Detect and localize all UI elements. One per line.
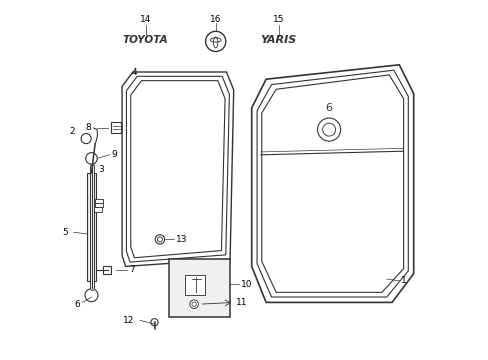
Bar [111, 122, 121, 133]
Circle shape [157, 237, 162, 242]
Circle shape [155, 235, 164, 244]
Text: 2: 2 [69, 127, 74, 136]
Circle shape [192, 302, 196, 306]
Text: 6: 6 [74, 300, 80, 309]
Text: 11: 11 [235, 298, 246, 307]
Bar [87, 173, 96, 281]
Circle shape [317, 118, 340, 141]
Circle shape [189, 300, 198, 309]
Circle shape [205, 31, 225, 51]
Text: 8: 8 [85, 123, 91, 132]
Text: 12: 12 [123, 316, 134, 325]
Text: 6: 6 [325, 103, 332, 113]
Circle shape [322, 123, 335, 136]
Text: TOYOTA: TOYOTA [122, 35, 168, 45]
Bar [185, 275, 204, 295]
PathPatch shape [251, 65, 413, 302]
Circle shape [151, 319, 158, 326]
Text: 10: 10 [241, 280, 252, 289]
Circle shape [85, 153, 97, 164]
Circle shape [85, 289, 98, 302]
Bar [168, 259, 230, 317]
Text: 1: 1 [400, 276, 406, 285]
Bar [103, 266, 111, 274]
Bar [95, 203, 102, 207]
Circle shape [81, 134, 91, 144]
Text: 15: 15 [272, 15, 284, 24]
Text: 9: 9 [111, 150, 117, 159]
Text: 4: 4 [132, 68, 137, 77]
Bar [94, 207, 102, 212]
Bar [95, 199, 102, 203]
Text: YARIS: YARIS [260, 35, 296, 45]
Text: 3: 3 [99, 165, 104, 174]
Text: 7: 7 [129, 266, 135, 275]
Text: 14: 14 [140, 15, 151, 24]
Text: 13: 13 [176, 235, 187, 244]
Text: 16: 16 [209, 15, 221, 24]
Text: 5: 5 [62, 228, 68, 237]
